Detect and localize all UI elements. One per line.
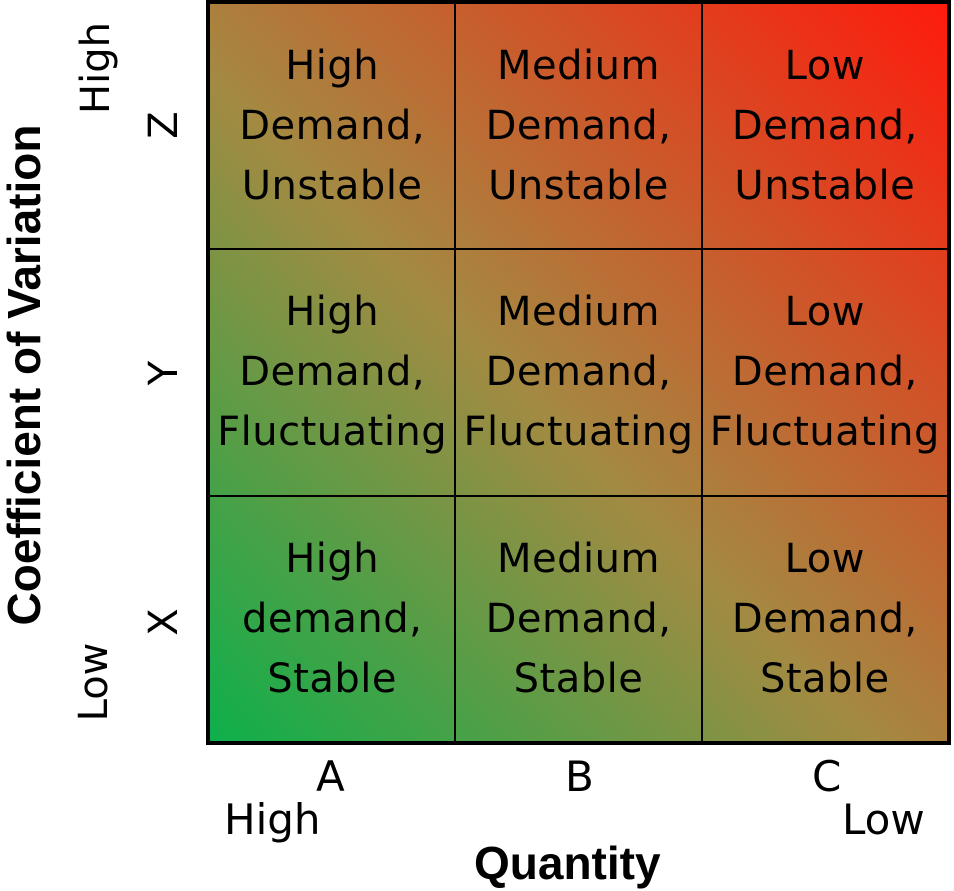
- x-axis-high-label: High: [224, 795, 321, 844]
- cell-line: Demand,: [239, 103, 426, 150]
- cell-line: demand,: [241, 595, 423, 642]
- cell-line: Fluctuating: [709, 409, 940, 456]
- cell-high-demand-unstable: High Demand, Unstable: [209, 3, 456, 250]
- cell-line: Demand,: [731, 103, 918, 150]
- cell-line: Stable: [513, 655, 644, 702]
- cell-line: Medium: [497, 535, 660, 582]
- cell-line: Demand,: [239, 349, 426, 396]
- cell-line: Low: [784, 43, 865, 90]
- y-axis-low-label: Low: [71, 642, 117, 722]
- row-label-x: X: [141, 608, 187, 636]
- row-label-z: Z: [141, 111, 187, 139]
- x-axis-title: Quantity: [474, 837, 661, 889]
- column-label-c: C: [812, 752, 842, 801]
- cell-high-demand-stable: High demand, Stable: [209, 495, 456, 742]
- cell-line: Low: [784, 289, 865, 336]
- cell-low-demand-stable: Low Demand, Stable: [701, 495, 948, 742]
- y-axis-high-label: High: [73, 22, 119, 114]
- cell-line: Unstable: [488, 163, 669, 210]
- cell-low-demand-unstable: Low Demand, Unstable: [701, 3, 948, 250]
- cell-line: Demand,: [485, 349, 672, 396]
- cell-medium-demand-stable: Medium Demand, Stable: [455, 495, 702, 742]
- xyz-abc-matrix: High Demand, Unstable Medium Demand, Unstabl…: [206, 0, 951, 745]
- cell-line: Stable: [267, 655, 397, 702]
- cell-line: Stable: [759, 655, 890, 702]
- cell-line: Unstable: [241, 163, 423, 210]
- cell-medium-demand-fluctuating: Medium Demand, Fluctuating: [455, 249, 702, 496]
- cell-line: Medium: [497, 289, 660, 336]
- cell-line: Low: [784, 535, 865, 582]
- row-label-y: Y: [141, 360, 187, 386]
- y-axis-title: Coefficient of Variation: [0, 124, 50, 626]
- cell-line: Demand,: [731, 349, 918, 396]
- cell-line: Demand,: [485, 103, 672, 150]
- column-label-b: B: [565, 752, 594, 801]
- cell-high-demand-fluctuating: High Demand, Fluctuating: [209, 249, 456, 496]
- x-axis-low-label: Low: [842, 795, 925, 844]
- column-label-a: A: [316, 752, 345, 801]
- cell-line: Demand,: [731, 595, 918, 642]
- cell-line: Unstable: [734, 163, 916, 210]
- cell-low-demand-fluctuating: Low Demand, Fluctuating: [701, 249, 948, 496]
- cell-line: High: [285, 43, 380, 90]
- cell-medium-demand-unstable: Medium Demand, Unstable: [455, 3, 702, 250]
- cell-line: Medium: [497, 43, 660, 90]
- cell-line: Demand,: [485, 595, 672, 642]
- cell-line: High: [285, 535, 380, 582]
- cell-line: Fluctuating: [463, 409, 694, 456]
- cell-line: Fluctuating: [217, 409, 448, 456]
- cell-line: High: [285, 289, 380, 336]
